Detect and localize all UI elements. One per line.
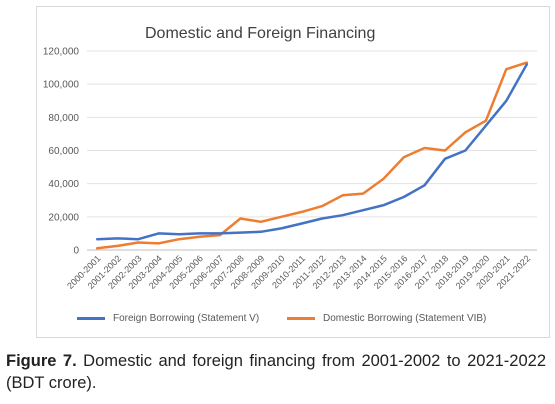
figure-caption: Figure 7. Domestic and foreign financing… — [6, 350, 546, 394]
chart-legend: Foreign Borrowing (Statement V) Domestic… — [77, 313, 547, 329]
legend-swatch-domestic — [287, 317, 315, 320]
legend-label-foreign: Foreign Borrowing (Statement V) — [113, 313, 260, 324]
series-line-domestic — [95, 61, 529, 250]
legend-label-domestic: Domestic Borrowing (Statement VIB) — [323, 313, 487, 324]
line-chart: 020,00040,00060,00080,000100,000120,000 … — [43, 47, 537, 291]
legend-item-domestic: Domestic Borrowing (Statement VIB) — [287, 313, 486, 324]
x-axis-tick-labels: 2000-20012001-20022002-20032003-20042004… — [65, 253, 532, 291]
legend-item-foreign: Foreign Borrowing (Statement V) — [77, 313, 259, 324]
series-lines — [95, 61, 529, 250]
chart-title: Domestic and Foreign Financing — [145, 25, 376, 42]
y-tick-label: 120,000 — [43, 47, 80, 58]
y-tick-label: 0 — [73, 246, 79, 257]
chart-frame: 0 20,000 40,000 60,000 80,000 100,000 120,000 … — [36, 6, 550, 338]
y-tick-label: 60,000 — [48, 146, 79, 157]
y-tick-label: 40,000 — [48, 179, 79, 190]
y-axis-tick-labels: 0 20,000 40,000 60,000 80,000 100,000 120,000 — [43, 47, 80, 257]
y-tick-label: 20,000 — [48, 212, 79, 223]
series-line-foreign — [95, 63, 529, 241]
gridlines — [87, 50, 537, 251]
y-tick-label: 100,000 — [43, 80, 80, 91]
legend-swatch-foreign — [77, 317, 105, 320]
figure-caption-text: Domestic and foreign financing from 2001… — [6, 352, 547, 392]
y-tick-label: 80,000 — [48, 113, 79, 124]
figure-label: Figure 7. — [6, 352, 77, 370]
